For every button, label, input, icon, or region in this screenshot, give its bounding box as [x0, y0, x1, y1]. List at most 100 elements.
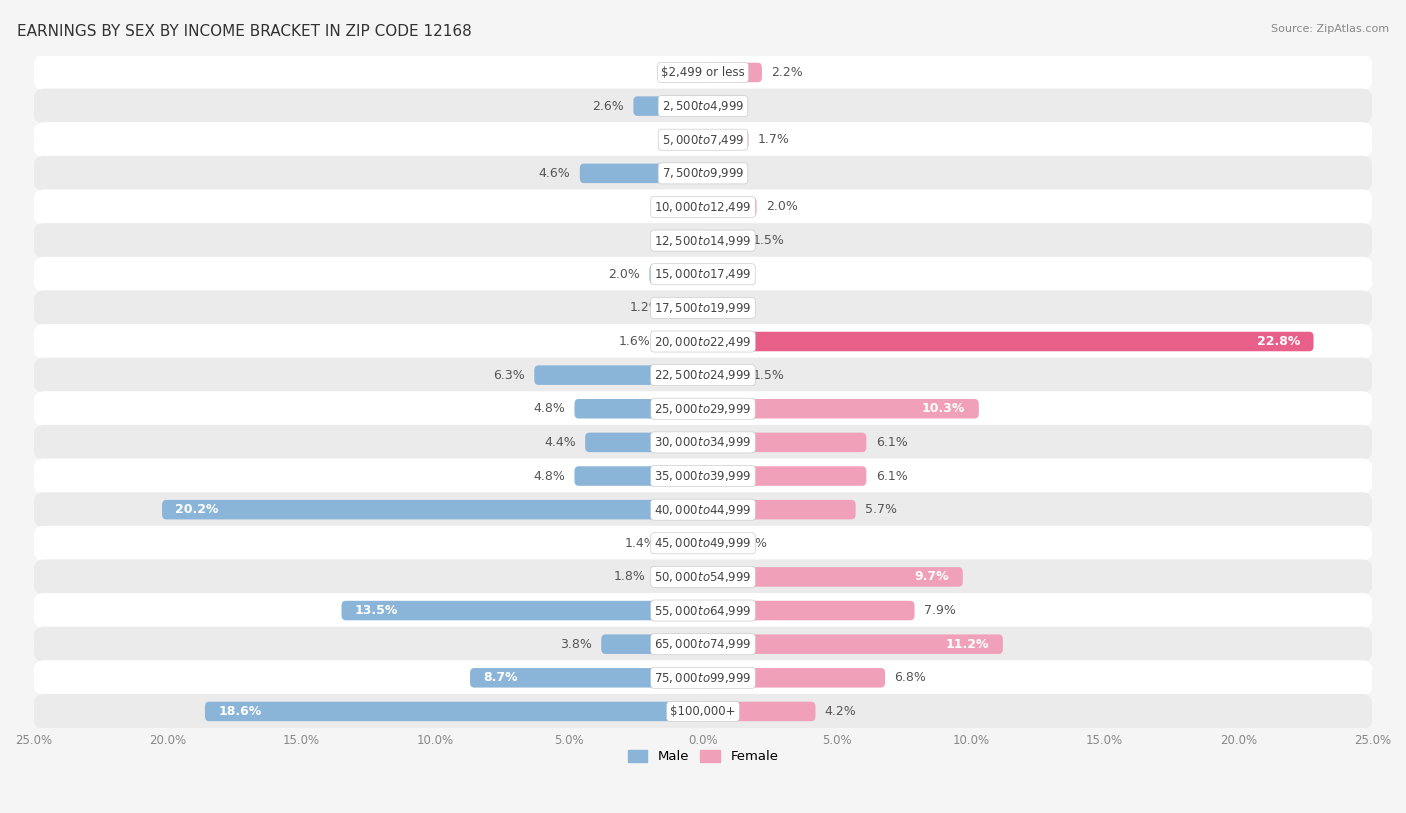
- Text: $75,000 to $99,999: $75,000 to $99,999: [654, 671, 752, 685]
- Text: 0.0%: 0.0%: [713, 167, 744, 180]
- Text: 0.0%: 0.0%: [713, 100, 744, 112]
- Text: $30,000 to $34,999: $30,000 to $34,999: [654, 436, 752, 450]
- Text: 9.7%: 9.7%: [915, 571, 949, 584]
- Text: $25,000 to $29,999: $25,000 to $29,999: [654, 402, 752, 415]
- Text: 5.7%: 5.7%: [865, 503, 897, 516]
- Text: 8.7%: 8.7%: [484, 672, 517, 685]
- FancyBboxPatch shape: [703, 668, 886, 688]
- FancyBboxPatch shape: [32, 459, 1374, 493]
- Text: $55,000 to $64,999: $55,000 to $64,999: [654, 603, 752, 618]
- FancyBboxPatch shape: [585, 433, 703, 452]
- FancyBboxPatch shape: [205, 702, 703, 721]
- FancyBboxPatch shape: [703, 332, 1313, 351]
- FancyBboxPatch shape: [703, 365, 744, 385]
- Text: 2.2%: 2.2%: [772, 66, 803, 79]
- FancyBboxPatch shape: [32, 559, 1374, 594]
- Text: $10,000 to $12,499: $10,000 to $12,499: [654, 200, 752, 214]
- FancyBboxPatch shape: [32, 391, 1374, 426]
- FancyBboxPatch shape: [32, 593, 1374, 628]
- Text: 7.9%: 7.9%: [924, 604, 956, 617]
- Text: EARNINGS BY SEX BY INCOME BRACKET IN ZIP CODE 12168: EARNINGS BY SEX BY INCOME BRACKET IN ZIP…: [17, 24, 471, 39]
- FancyBboxPatch shape: [470, 668, 703, 688]
- Text: 0.0%: 0.0%: [662, 133, 693, 146]
- FancyBboxPatch shape: [703, 130, 748, 150]
- Text: 2.0%: 2.0%: [609, 267, 640, 280]
- FancyBboxPatch shape: [661, 332, 703, 351]
- FancyBboxPatch shape: [671, 298, 703, 318]
- Text: $45,000 to $49,999: $45,000 to $49,999: [654, 537, 752, 550]
- Text: 13.5%: 13.5%: [354, 604, 398, 617]
- FancyBboxPatch shape: [32, 55, 1374, 90]
- Text: 6.1%: 6.1%: [876, 436, 907, 449]
- Text: 11.2%: 11.2%: [946, 637, 990, 650]
- Text: 4.2%: 4.2%: [825, 705, 856, 718]
- Text: $65,000 to $74,999: $65,000 to $74,999: [654, 637, 752, 651]
- FancyBboxPatch shape: [703, 198, 756, 217]
- FancyBboxPatch shape: [32, 122, 1374, 157]
- FancyBboxPatch shape: [32, 526, 1374, 561]
- FancyBboxPatch shape: [703, 634, 1002, 654]
- FancyBboxPatch shape: [703, 63, 762, 82]
- Text: 0.0%: 0.0%: [662, 234, 693, 247]
- FancyBboxPatch shape: [633, 97, 703, 115]
- Legend: Male, Female: Male, Female: [623, 745, 783, 769]
- FancyBboxPatch shape: [32, 89, 1374, 124]
- Text: $22,500 to $24,999: $22,500 to $24,999: [654, 368, 752, 382]
- Text: 6.1%: 6.1%: [876, 470, 907, 483]
- Text: 1.8%: 1.8%: [613, 571, 645, 584]
- Text: $2,500 to $4,999: $2,500 to $4,999: [662, 99, 744, 113]
- FancyBboxPatch shape: [575, 399, 703, 419]
- FancyBboxPatch shape: [32, 223, 1374, 258]
- FancyBboxPatch shape: [534, 365, 703, 385]
- Text: $5,000 to $7,499: $5,000 to $7,499: [662, 133, 744, 146]
- Text: 2.0%: 2.0%: [766, 201, 797, 214]
- FancyBboxPatch shape: [32, 358, 1374, 393]
- FancyBboxPatch shape: [32, 156, 1374, 191]
- FancyBboxPatch shape: [703, 433, 866, 452]
- FancyBboxPatch shape: [703, 702, 815, 721]
- FancyBboxPatch shape: [162, 500, 703, 520]
- FancyBboxPatch shape: [32, 694, 1374, 729]
- FancyBboxPatch shape: [575, 467, 703, 486]
- FancyBboxPatch shape: [665, 533, 703, 553]
- FancyBboxPatch shape: [650, 264, 703, 284]
- FancyBboxPatch shape: [703, 533, 717, 553]
- Text: 1.4%: 1.4%: [624, 537, 657, 550]
- Text: 0.0%: 0.0%: [713, 267, 744, 280]
- Text: 10.3%: 10.3%: [922, 402, 966, 415]
- Text: 2.6%: 2.6%: [592, 100, 624, 112]
- Text: 0.55%: 0.55%: [727, 537, 768, 550]
- Text: $2,499 or less: $2,499 or less: [661, 66, 745, 79]
- FancyBboxPatch shape: [655, 567, 703, 587]
- Text: Source: ZipAtlas.com: Source: ZipAtlas.com: [1271, 24, 1389, 34]
- FancyBboxPatch shape: [32, 425, 1374, 460]
- FancyBboxPatch shape: [703, 231, 744, 250]
- Text: 6.8%: 6.8%: [894, 672, 927, 685]
- Text: 1.5%: 1.5%: [752, 234, 785, 247]
- FancyBboxPatch shape: [342, 601, 703, 620]
- Text: $50,000 to $54,999: $50,000 to $54,999: [654, 570, 752, 584]
- FancyBboxPatch shape: [32, 627, 1374, 662]
- Text: $20,000 to $22,499: $20,000 to $22,499: [654, 334, 752, 349]
- Text: $15,000 to $17,499: $15,000 to $17,499: [654, 267, 752, 281]
- Text: 4.8%: 4.8%: [533, 470, 565, 483]
- Text: 1.7%: 1.7%: [758, 133, 790, 146]
- Text: 1.2%: 1.2%: [630, 302, 661, 315]
- Text: 0.0%: 0.0%: [713, 302, 744, 315]
- Text: 0.0%: 0.0%: [662, 201, 693, 214]
- Text: 1.6%: 1.6%: [619, 335, 651, 348]
- FancyBboxPatch shape: [703, 399, 979, 419]
- Text: 4.8%: 4.8%: [533, 402, 565, 415]
- Text: 22.8%: 22.8%: [1257, 335, 1301, 348]
- FancyBboxPatch shape: [32, 189, 1374, 224]
- Text: $40,000 to $44,999: $40,000 to $44,999: [654, 502, 752, 516]
- FancyBboxPatch shape: [32, 492, 1374, 527]
- Text: 6.3%: 6.3%: [494, 368, 524, 381]
- FancyBboxPatch shape: [703, 500, 856, 520]
- Text: 1.5%: 1.5%: [752, 368, 785, 381]
- Text: 3.8%: 3.8%: [560, 637, 592, 650]
- Text: 20.2%: 20.2%: [176, 503, 219, 516]
- FancyBboxPatch shape: [32, 290, 1374, 325]
- Text: 18.6%: 18.6%: [218, 705, 262, 718]
- FancyBboxPatch shape: [602, 634, 703, 654]
